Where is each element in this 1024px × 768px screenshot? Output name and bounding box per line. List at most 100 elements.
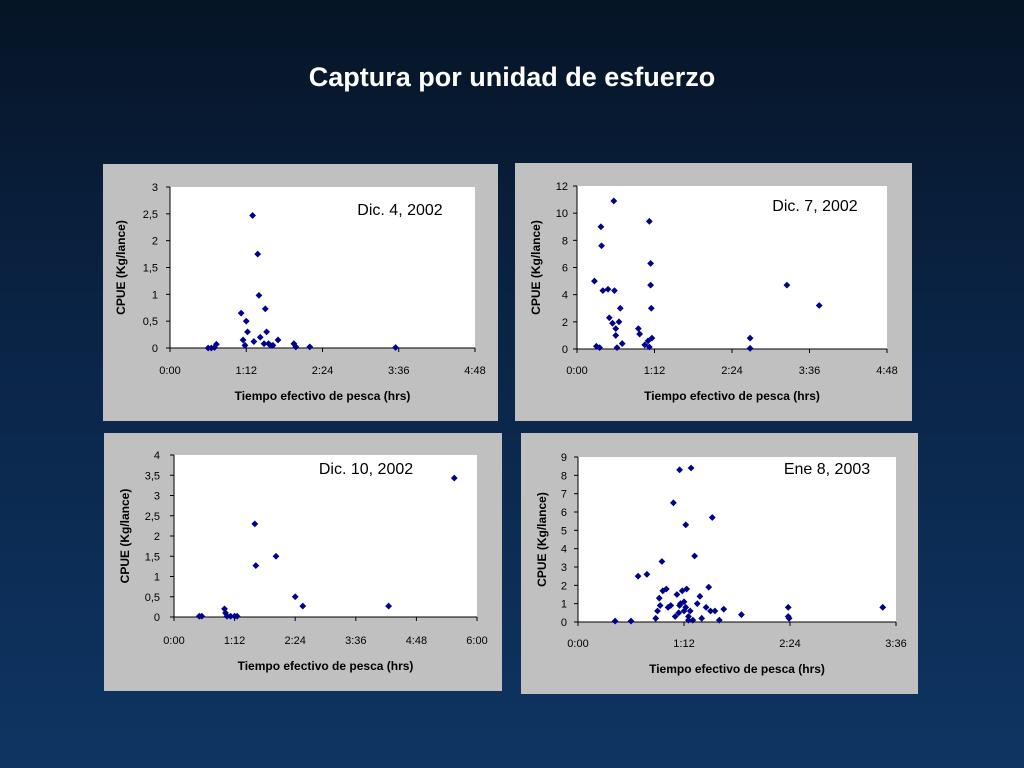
- y-axis-label: CPUE (Kg/lance): [535, 492, 549, 587]
- data-point: [667, 602, 675, 609]
- data-point: [691, 552, 698, 560]
- plot-area: [170, 187, 475, 348]
- data-point: [611, 287, 618, 294]
- data-point: [685, 613, 692, 620]
- data-point: [385, 602, 393, 610]
- x-tick-label: 3:36: [799, 365, 820, 377]
- x-axis-label: Tiempo efectivo de pesca (hrs): [644, 389, 820, 403]
- data-point: [879, 603, 887, 611]
- chart-panel-dic-4: 0 0,5 1 1,5 2 2,5 3 0:00 1:12 2:24 3:36 4:48 Tiempo …: [103, 164, 498, 421]
- data-point: [658, 558, 666, 565]
- chart-title: Dic. 7, 2002: [772, 198, 857, 215]
- x-tick-label: 4:48: [876, 365, 897, 377]
- y-tick-label: 7: [561, 489, 567, 501]
- data-point: [250, 338, 258, 345]
- data-point: [256, 333, 264, 341]
- data-point: [785, 614, 793, 622]
- data-point: [598, 242, 605, 250]
- data-point: [738, 611, 745, 619]
- x-tick-label: 3:36: [388, 365, 409, 377]
- data-point: [450, 474, 458, 482]
- y-tick-label: 1: [152, 289, 158, 301]
- x-tick-label: 2:24: [721, 365, 742, 377]
- data-point: [292, 343, 300, 351]
- data-point: [223, 612, 231, 620]
- data-point: [645, 217, 653, 225]
- y-tick-label: 0,5: [145, 592, 160, 604]
- data-point: [269, 341, 277, 349]
- data-point: [610, 197, 618, 205]
- data-point: [260, 340, 268, 348]
- y-tick-label: 1: [561, 599, 567, 611]
- data-point: [591, 277, 598, 285]
- data-point: [682, 603, 690, 611]
- chart-panel-ene-8: 0 1 2 3 4 5 6 7 8 9 0:00 1:12 2:24 3:36 Tiempo efectiv…: [521, 433, 918, 694]
- y-tick-label: 0: [154, 612, 160, 624]
- y-tick-label: 2: [154, 531, 160, 543]
- data-point: [702, 603, 710, 611]
- data-point: [612, 325, 620, 333]
- y-tick-label: 6: [562, 263, 568, 275]
- data-point: [705, 583, 713, 591]
- x-tick-label: 1:12: [224, 635, 245, 647]
- y-tick-label: 0: [561, 617, 567, 629]
- data-point: [715, 616, 723, 624]
- y-tick-label: 3,5: [145, 470, 160, 482]
- y-tick-label: 4: [154, 450, 160, 462]
- data-point: [265, 340, 272, 348]
- y-tick-label: 5: [561, 525, 567, 537]
- data-point: [627, 617, 635, 625]
- data-point: [682, 521, 690, 529]
- y-tick-label: 0,5: [143, 316, 158, 328]
- y-tick-label: 9: [561, 452, 567, 464]
- data-point: [647, 281, 655, 289]
- x-tick-label: 0:00: [163, 635, 184, 647]
- data-point: [654, 607, 661, 615]
- x-tick-label: 1:12: [644, 365, 665, 377]
- x-tick-label: 0:00: [566, 365, 587, 377]
- y-tick-label: 2: [152, 236, 158, 248]
- y-tick-label: 6: [561, 507, 567, 519]
- data-point: [673, 591, 681, 598]
- data-point: [233, 612, 241, 620]
- data-point: [249, 212, 257, 219]
- data-point: [596, 344, 604, 352]
- chart-panel-dic-10: 0 0,5 1 1,5 2 2,5 3 3,5 4 0:00 1:12 2:24 3:36 4:48 6:0…: [104, 433, 502, 691]
- x-axis-label: Tiempo efectivo de pesca (hrs): [238, 659, 414, 673]
- data-point: [689, 616, 697, 624]
- plot-area: [577, 186, 887, 349]
- data-point: [670, 499, 677, 507]
- data-point: [244, 328, 251, 336]
- data-point: [618, 340, 626, 347]
- y-tick-label: 2,5: [145, 511, 160, 523]
- y-axis-label: CPUE (Kg/lance): [114, 220, 128, 315]
- data-point: [611, 617, 619, 625]
- scatter-chart-dic-7: 0 2 4 6 8 10 12 0:00 1:12 2:24 3:36 4:48 Tiempo efec…: [529, 181, 898, 403]
- data-point: [783, 281, 791, 289]
- data-point: [686, 607, 694, 615]
- data-point: [609, 319, 616, 327]
- chart-title: Dic. 10, 2002: [319, 461, 413, 478]
- data-point: [198, 612, 206, 620]
- x-tick-label: 4:48: [464, 365, 485, 377]
- data-point: [656, 602, 664, 609]
- data-point: [615, 318, 623, 326]
- data-point: [263, 328, 270, 336]
- data-point: [680, 598, 688, 606]
- y-tick-label: 3: [154, 491, 160, 503]
- data-point: [241, 341, 249, 349]
- data-point: [212, 340, 220, 348]
- data-point: [613, 344, 621, 352]
- data-point: [251, 520, 259, 528]
- scatter-chart-dic-4: 0 0,5 1 1,5 2 2,5 3 0:00 1:12 2:24 3:36 4:48 Tiempo …: [114, 182, 486, 403]
- data-point: [746, 334, 754, 342]
- y-tick-label: 2: [562, 317, 568, 329]
- data-point: [634, 325, 642, 333]
- data-point: [675, 609, 683, 617]
- y-tick-label: 4: [561, 544, 567, 556]
- chart-panel-dic-7: 0 2 4 6 8 10 12 0:00 1:12 2:24 3:36 4:48 Tiempo efec…: [515, 163, 912, 421]
- data-point: [711, 607, 719, 615]
- data-point: [707, 607, 714, 615]
- x-axis-label: Tiempo efectivo de pesca (hrs): [649, 662, 825, 676]
- data-point: [643, 570, 651, 578]
